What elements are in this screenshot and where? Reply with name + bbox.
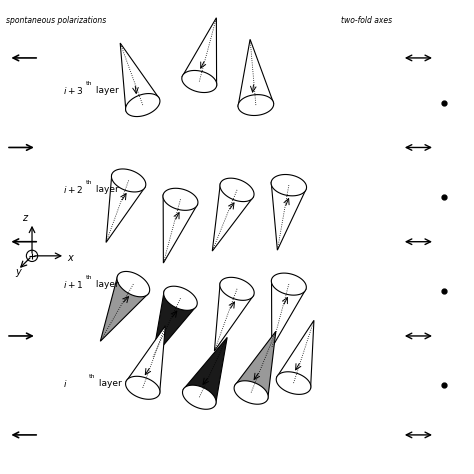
Text: two-fold axes: two-fold axes [341,16,392,25]
Text: $\it{i+3}$: $\it{i+3}$ [63,85,83,96]
Polygon shape [126,326,165,394]
Text: x: x [67,253,73,263]
Polygon shape [234,381,268,404]
Polygon shape [272,280,306,348]
Polygon shape [271,182,307,250]
Text: $\it{i+2}$: $\it{i+2}$ [63,184,83,195]
Text: th: th [86,274,93,280]
Polygon shape [163,188,198,210]
Text: th: th [89,374,95,379]
Polygon shape [271,273,306,295]
Polygon shape [276,320,314,389]
Polygon shape [238,39,273,107]
Polygon shape [106,174,146,242]
Text: layer: layer [96,379,121,388]
Text: $\it{i+1}$: $\it{i+1}$ [63,279,83,290]
Polygon shape [153,291,197,358]
Polygon shape [235,331,276,399]
Polygon shape [111,169,146,192]
Polygon shape [117,272,150,297]
Polygon shape [126,376,160,399]
Polygon shape [126,93,160,117]
Text: layer: layer [93,185,119,194]
Text: layer: layer [93,86,119,95]
Polygon shape [220,178,254,201]
Polygon shape [214,283,254,351]
Polygon shape [183,337,227,405]
Text: spontaneous polarizations: spontaneous polarizations [6,16,106,25]
Polygon shape [100,275,149,341]
Text: layer: layer [93,280,119,289]
Text: $\it{i}$: $\it{i}$ [63,378,67,389]
Text: th: th [86,180,93,185]
Polygon shape [220,277,254,301]
Polygon shape [182,18,217,86]
Polygon shape [164,286,197,310]
Polygon shape [182,385,216,409]
Polygon shape [182,71,217,92]
Polygon shape [238,95,273,116]
Polygon shape [276,372,311,394]
Text: z: z [22,212,27,222]
Polygon shape [163,195,198,263]
Text: th: th [86,82,93,86]
Polygon shape [120,43,160,111]
Text: y: y [15,267,21,277]
Polygon shape [271,174,307,196]
Polygon shape [212,183,254,251]
